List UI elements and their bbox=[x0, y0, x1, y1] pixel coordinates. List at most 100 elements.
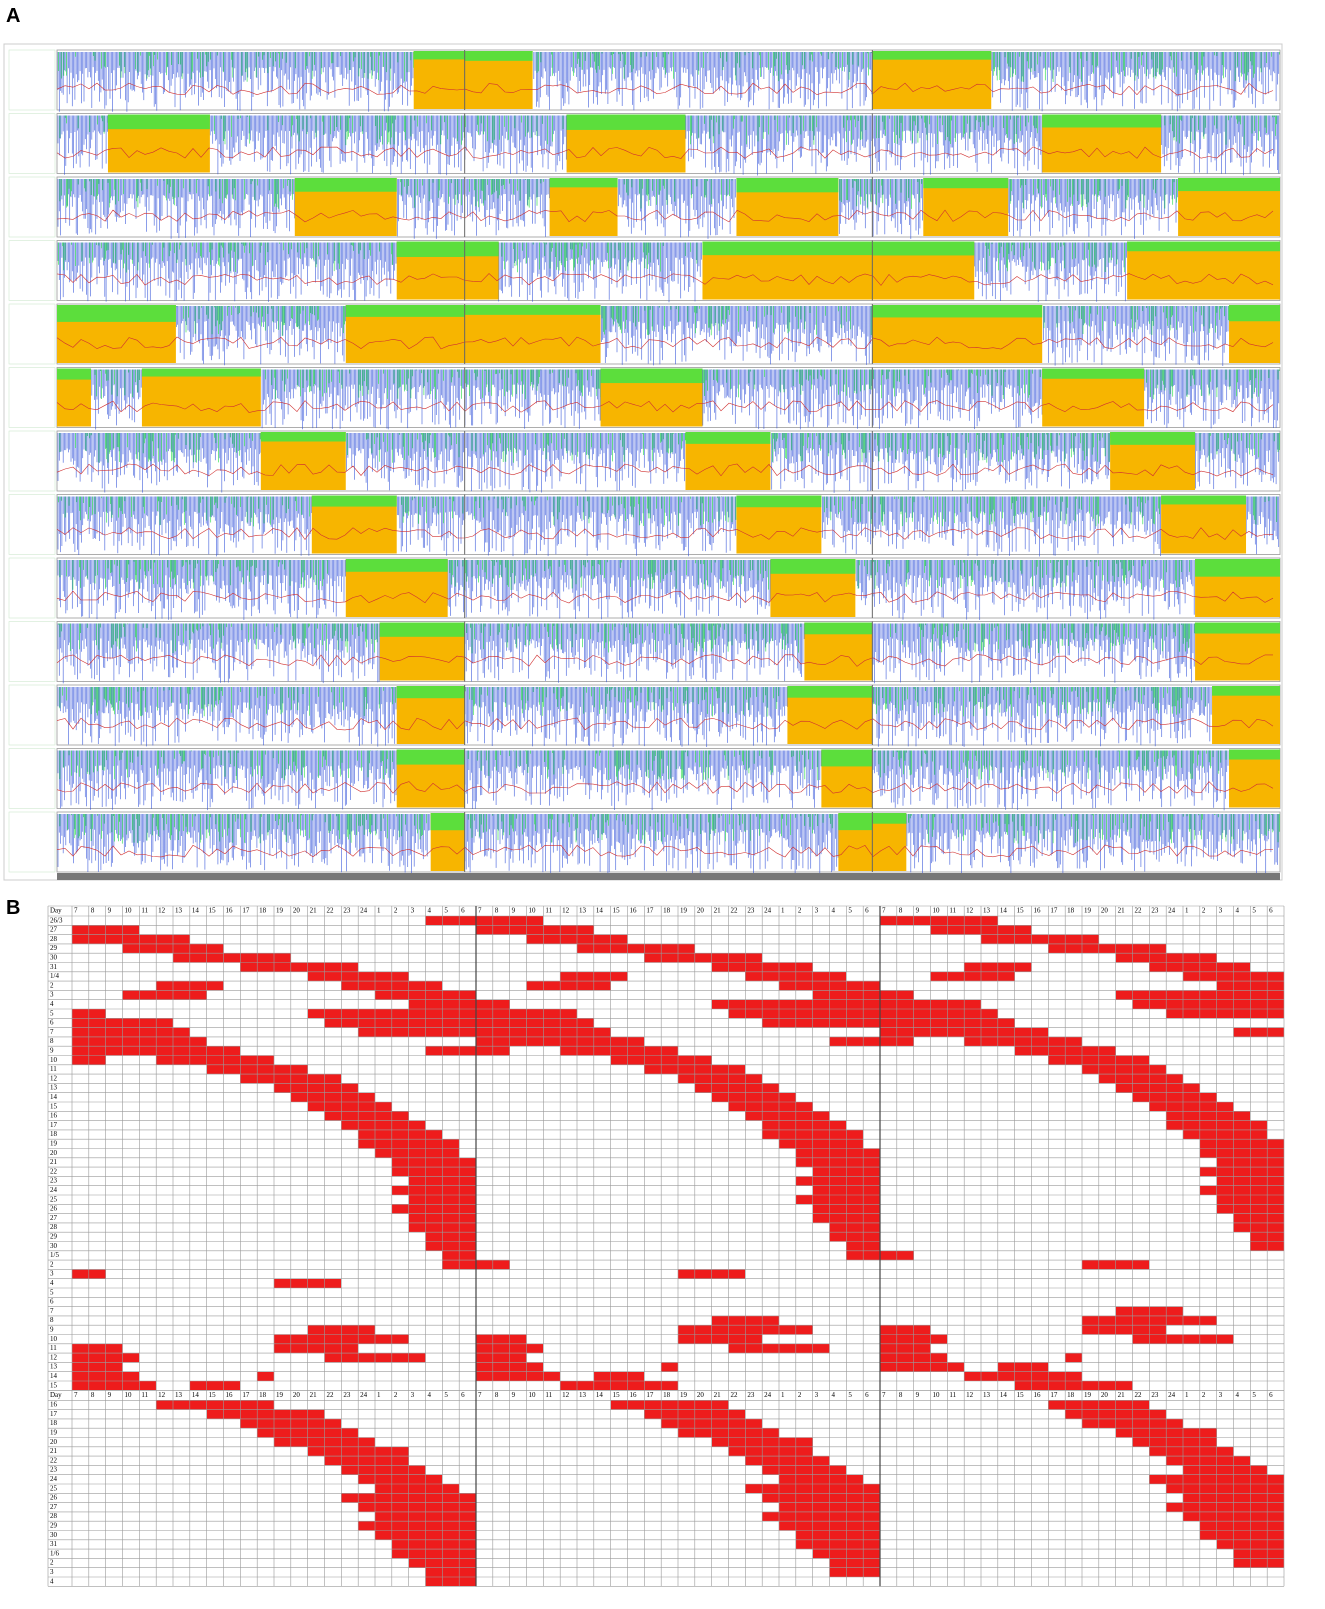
sleep-episode-top bbox=[1178, 178, 1280, 192]
sleep-episode-top bbox=[1110, 432, 1196, 445]
day-label: 9 bbox=[50, 1046, 54, 1054]
hour-label: 5 bbox=[848, 907, 852, 915]
hour-label: 17 bbox=[1050, 907, 1058, 915]
sleep-cell bbox=[476, 1371, 561, 1381]
sleep-episode-top bbox=[464, 51, 533, 61]
day-label: 11 bbox=[50, 1344, 57, 1352]
sleep-cell bbox=[1082, 1064, 1167, 1075]
day-label: 19 bbox=[50, 1428, 58, 1436]
hour-label: 1 bbox=[377, 907, 381, 915]
day-label: 16 bbox=[50, 1401, 58, 1409]
sleep-episode-top bbox=[260, 432, 346, 442]
sleep-cell bbox=[762, 1511, 880, 1522]
hour-label: 10 bbox=[529, 907, 537, 915]
hour-label: 2 bbox=[1202, 1391, 1206, 1399]
day-label: 14 bbox=[50, 1093, 58, 1101]
hour-label: 19 bbox=[276, 1391, 284, 1399]
sleep-cell bbox=[476, 1353, 527, 1363]
signal-red bbox=[56, 400, 1274, 413]
hour-label: 9 bbox=[512, 907, 516, 915]
scroll-bar bbox=[57, 873, 1280, 880]
hour-label: 17 bbox=[646, 1391, 654, 1399]
sleep-episode bbox=[872, 51, 992, 109]
day-label: 6 bbox=[50, 1298, 54, 1306]
day-label: 15 bbox=[50, 1381, 58, 1389]
sleep-cell bbox=[880, 916, 998, 926]
day-header: Day bbox=[50, 1391, 62, 1399]
sleep-cell bbox=[358, 1027, 476, 1037]
day-label: 29 bbox=[50, 944, 58, 952]
sleep-cell bbox=[930, 971, 1015, 982]
hour-label: 13 bbox=[579, 1391, 587, 1399]
hour-label: 7 bbox=[74, 907, 78, 915]
day-label: 25 bbox=[50, 1195, 58, 1203]
sleep-cell bbox=[1014, 1381, 1133, 1391]
signal-blue bbox=[57, 750, 1229, 811]
hour-label: 13 bbox=[175, 907, 183, 915]
hour-label: 10 bbox=[933, 1391, 941, 1399]
hour-label: 22 bbox=[327, 907, 335, 915]
sleep-episode-top bbox=[702, 241, 873, 256]
hour-label: 19 bbox=[276, 907, 284, 915]
sleep-cell bbox=[156, 1055, 274, 1065]
day-label: 19 bbox=[50, 1139, 58, 1147]
sleep-episode-top bbox=[294, 178, 397, 192]
hour-label: 7 bbox=[882, 907, 886, 915]
hour-label: 1 bbox=[781, 907, 785, 915]
hour-label: 14 bbox=[596, 1391, 604, 1399]
sleep-cell bbox=[1048, 943, 1167, 954]
sleep-cell bbox=[358, 1521, 476, 1531]
signal-blue bbox=[57, 52, 1280, 112]
hour-label: 3 bbox=[1219, 907, 1223, 915]
day-label: 14 bbox=[50, 1372, 58, 1380]
sleep-episode-top bbox=[838, 813, 873, 831]
sleep-cell bbox=[779, 1139, 864, 1149]
strip-left-axis bbox=[8, 49, 56, 111]
sleep-cell bbox=[72, 1381, 157, 1391]
day-label: 30 bbox=[50, 1242, 58, 1250]
hour-label: 14 bbox=[1000, 1391, 1008, 1399]
hour-label: 20 bbox=[697, 1391, 705, 1399]
sleep-cell bbox=[274, 1083, 359, 1093]
hour-label: 9 bbox=[916, 1391, 920, 1399]
sleep-cell bbox=[425, 1567, 476, 1577]
hour-label: 13 bbox=[983, 1391, 991, 1399]
day-label: 27 bbox=[50, 1214, 58, 1222]
sleep-cell bbox=[425, 1232, 476, 1242]
hour-label: 17 bbox=[646, 907, 654, 915]
sleep-episode-top bbox=[430, 813, 465, 831]
strip-left-axis bbox=[8, 113, 56, 174]
hour-label: 19 bbox=[1084, 1391, 1092, 1399]
sleep-episode bbox=[1161, 495, 1247, 554]
sleep-cell bbox=[1132, 999, 1284, 1009]
hour-label: 17 bbox=[1050, 1391, 1058, 1399]
sleep-episode-top bbox=[1229, 749, 1280, 760]
hour-label: 16 bbox=[1034, 907, 1042, 915]
day-label: 3 bbox=[50, 1568, 54, 1576]
sleep-episode-top bbox=[464, 305, 601, 315]
sleep-cell bbox=[391, 1204, 476, 1214]
hour-label: 11 bbox=[141, 907, 148, 915]
hour-label: 13 bbox=[579, 907, 587, 915]
sleep-cell bbox=[1199, 1139, 1284, 1149]
hour-label: 16 bbox=[630, 1391, 638, 1399]
sleep-cell bbox=[1149, 1102, 1234, 1112]
signal-red bbox=[56, 654, 1273, 667]
sleep-cell bbox=[240, 962, 359, 972]
sleep-episode-top bbox=[396, 686, 465, 699]
sleep-cell bbox=[173, 953, 291, 963]
strip-left-axis bbox=[8, 240, 56, 301]
day-label: 3 bbox=[50, 1270, 54, 1278]
hour-label: 8 bbox=[91, 907, 95, 915]
hour-label: 18 bbox=[663, 1391, 671, 1399]
day-label: 12 bbox=[50, 1353, 58, 1361]
day-label: 4 bbox=[50, 1279, 54, 1287]
hour-label: 24 bbox=[1168, 907, 1176, 915]
hour-label: 4 bbox=[428, 907, 432, 915]
sleep-cell bbox=[880, 1343, 931, 1354]
sleep-cell bbox=[476, 925, 594, 935]
hour-label: 6 bbox=[865, 1391, 869, 1399]
sleep-cell bbox=[425, 916, 476, 926]
day-label: 26 bbox=[50, 1205, 58, 1213]
strip-left-axis bbox=[8, 176, 56, 238]
